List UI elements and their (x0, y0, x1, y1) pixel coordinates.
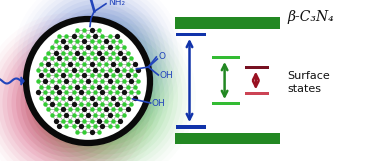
Ellipse shape (59, 52, 118, 110)
Ellipse shape (49, 42, 127, 120)
FancyBboxPatch shape (175, 133, 280, 144)
Ellipse shape (52, 85, 88, 121)
Ellipse shape (0, 31, 142, 161)
Text: β-C₃N₄: β-C₃N₄ (288, 10, 335, 24)
Ellipse shape (73, 33, 124, 85)
Ellipse shape (7, 40, 133, 161)
Ellipse shape (34, 67, 106, 139)
Ellipse shape (84, 74, 129, 118)
Ellipse shape (56, 47, 155, 146)
Ellipse shape (43, 33, 169, 159)
FancyBboxPatch shape (245, 92, 269, 95)
Ellipse shape (65, 56, 147, 137)
Ellipse shape (51, 12, 145, 106)
Ellipse shape (34, 27, 142, 135)
Ellipse shape (65, 99, 74, 108)
Ellipse shape (73, 66, 103, 96)
Ellipse shape (26, 19, 150, 143)
Ellipse shape (68, 61, 108, 101)
Ellipse shape (39, 71, 102, 134)
Ellipse shape (39, 28, 174, 161)
Polygon shape (21, 77, 24, 85)
Ellipse shape (11, 44, 129, 161)
Ellipse shape (48, 80, 93, 126)
Ellipse shape (43, 76, 97, 130)
Ellipse shape (60, 21, 136, 97)
FancyBboxPatch shape (176, 33, 206, 36)
Ellipse shape (39, 0, 158, 118)
Ellipse shape (97, 87, 115, 105)
Ellipse shape (79, 69, 133, 123)
Ellipse shape (74, 65, 138, 128)
Ellipse shape (90, 51, 107, 67)
Text: OH: OH (152, 99, 166, 109)
Ellipse shape (20, 53, 119, 152)
FancyBboxPatch shape (176, 125, 206, 128)
Ellipse shape (47, 8, 149, 110)
Text: OH: OH (160, 71, 173, 80)
Ellipse shape (81, 42, 115, 76)
Ellipse shape (29, 22, 147, 140)
Ellipse shape (61, 94, 79, 112)
Ellipse shape (61, 51, 151, 141)
Ellipse shape (16, 49, 124, 157)
FancyBboxPatch shape (212, 102, 240, 105)
Ellipse shape (56, 16, 141, 101)
Ellipse shape (29, 62, 110, 143)
Ellipse shape (44, 37, 132, 125)
FancyBboxPatch shape (175, 17, 280, 28)
Ellipse shape (54, 47, 122, 115)
Ellipse shape (39, 32, 137, 130)
Ellipse shape (78, 71, 98, 91)
Ellipse shape (48, 38, 164, 155)
Text: Surface
states: Surface states (288, 71, 330, 94)
FancyBboxPatch shape (212, 56, 240, 59)
Ellipse shape (94, 55, 102, 63)
Ellipse shape (68, 29, 128, 89)
Text: NH₂: NH₂ (108, 0, 125, 7)
Ellipse shape (102, 91, 110, 100)
Ellipse shape (64, 25, 132, 93)
Ellipse shape (83, 76, 93, 86)
FancyBboxPatch shape (245, 66, 269, 69)
Ellipse shape (3, 35, 138, 161)
Ellipse shape (52, 42, 160, 150)
Ellipse shape (93, 82, 119, 109)
Ellipse shape (64, 57, 113, 106)
Ellipse shape (56, 90, 84, 117)
Ellipse shape (88, 78, 124, 114)
Ellipse shape (34, 0, 162, 123)
Ellipse shape (77, 38, 119, 80)
Text: O: O (158, 52, 165, 61)
Ellipse shape (25, 58, 115, 148)
Ellipse shape (43, 4, 153, 114)
Ellipse shape (70, 60, 142, 132)
Ellipse shape (0, 27, 147, 161)
Ellipse shape (85, 46, 111, 72)
